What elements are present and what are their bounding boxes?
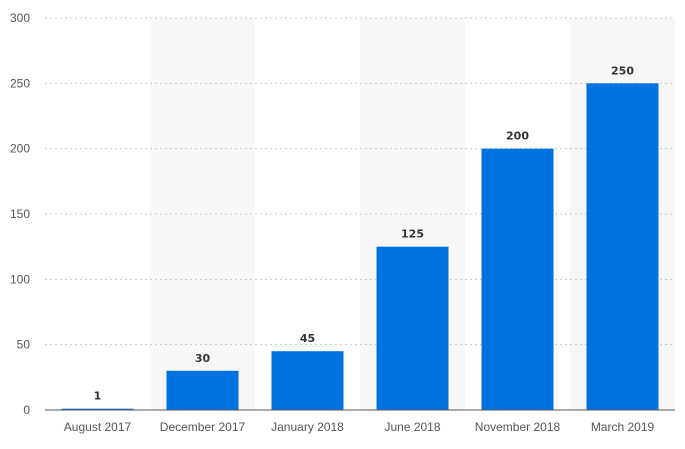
bar-0: [61, 408, 134, 410]
data-label-5: 250: [611, 64, 634, 77]
bar-5: [586, 83, 659, 410]
gridlines: [45, 17, 675, 346]
x-tick-label-5: March 2019: [591, 420, 655, 434]
data-label-3: 125: [401, 228, 424, 241]
y-axis-tick-labels: 0 50 100 150 200 250 300: [10, 11, 30, 417]
y-tick-label-200: 200: [10, 142, 30, 156]
x-tick-label-3: June 2018: [384, 420, 440, 434]
y-tick-label-100: 100: [10, 272, 30, 286]
bar-2: [271, 351, 344, 410]
y-tick-label-300: 300: [10, 11, 30, 25]
bars: [61, 83, 659, 410]
y-tick-label-0: 0: [23, 403, 30, 417]
x-axis-tick-labels: August 2017 December 2017 January 2018 June…: [64, 420, 655, 434]
data-label-2: 45: [300, 332, 315, 345]
data-label-4: 200: [506, 130, 529, 143]
data-label-0: 1: [94, 390, 102, 403]
y-tick-label-50: 50: [17, 338, 31, 352]
y-tick-label-250: 250: [10, 76, 30, 90]
x-tick-label-0: August 2017: [64, 420, 132, 434]
x-tick-label-4: November 2018: [475, 420, 561, 434]
x-tick-label-1: December 2017: [160, 420, 246, 434]
y-tick-label-150: 150: [10, 207, 30, 221]
bar-4: [481, 148, 554, 410]
data-labels: 1 30 45 125 200 250: [94, 64, 635, 402]
bar-1: [166, 370, 239, 410]
bar-3: [376, 246, 449, 410]
data-label-1: 30: [195, 352, 211, 365]
x-tick-label-2: January 2018: [271, 420, 344, 434]
band-1: [150, 18, 255, 410]
